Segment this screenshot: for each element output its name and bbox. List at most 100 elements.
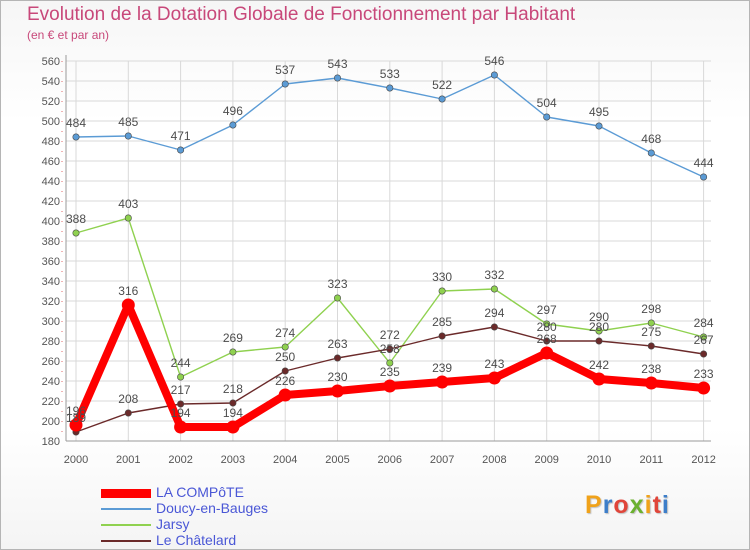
y-tick-label: 360 <box>42 256 60 268</box>
data-point <box>124 132 132 140</box>
data-point <box>438 287 446 295</box>
data-label: 268 <box>537 332 557 346</box>
data-label: 250 <box>275 350 295 364</box>
data-point <box>333 294 341 302</box>
data-point <box>333 354 341 362</box>
data-label: 537 <box>275 63 295 77</box>
data-label: 495 <box>589 105 609 119</box>
data-label: 504 <box>537 96 557 110</box>
axes: 180 200 220 240 260 280 300 320 340 360 380 400 420 4… <box>42 55 716 466</box>
data-point <box>386 345 394 353</box>
data-point <box>595 122 603 130</box>
data-point <box>490 323 498 331</box>
legend-label: Jarsy <box>156 516 190 532</box>
data-label: 242 <box>589 358 609 372</box>
data-label: 316 <box>118 284 138 298</box>
data-label: 235 <box>380 365 400 379</box>
y-tick-label: 520 <box>42 96 60 108</box>
data-label: 330 <box>432 270 452 284</box>
data-label: 239 <box>432 361 452 375</box>
y-tick-label: 280 <box>42 336 60 348</box>
logo-letter: x <box>629 491 645 519</box>
x-tick-label: 2007 <box>430 454 454 466</box>
x-tick-label: 2010 <box>587 454 611 466</box>
data-label: 244 <box>171 356 191 370</box>
data-label: 263 <box>327 337 347 351</box>
x-tick-label: 2008 <box>482 454 506 466</box>
data-label: 275 <box>641 325 661 339</box>
data-point <box>174 420 188 434</box>
y-tick-label: 220 <box>42 396 60 408</box>
legend-label: LA COMPôTE <box>156 484 244 500</box>
data-label: 230 <box>327 370 347 384</box>
data-point <box>543 113 551 121</box>
data-label: 468 <box>641 132 661 146</box>
x-tick-label: 2003 <box>221 454 245 466</box>
data-point <box>72 229 80 237</box>
data-point <box>177 146 185 154</box>
x-tick-label: 2011 <box>639 454 663 466</box>
y-tick-label: 320 <box>42 296 60 308</box>
data-point <box>647 342 655 350</box>
data-point <box>697 381 711 395</box>
data-point <box>644 376 658 390</box>
data-label: 280 <box>537 320 557 334</box>
data-label: 274 <box>275 326 295 340</box>
gridlines <box>66 60 711 442</box>
y-tick-label: 440 <box>42 176 60 188</box>
logo-letter: t <box>652 491 662 519</box>
data-label: 546 <box>484 54 504 68</box>
data-point <box>435 375 449 389</box>
data-point <box>124 214 132 222</box>
data-label: 272 <box>380 328 400 342</box>
x-tick-label: 2009 <box>534 454 558 466</box>
legend-swatch <box>101 524 151 526</box>
series-layer <box>69 71 711 436</box>
chart-subtitle: (en € et par an) <box>27 28 110 42</box>
data-point <box>595 327 603 335</box>
data-point <box>383 379 397 393</box>
data-point <box>490 285 498 293</box>
data-label: 403 <box>118 197 138 211</box>
data-label: 267 <box>694 333 714 347</box>
data-point <box>543 337 551 345</box>
data-label: 471 <box>171 129 191 143</box>
data-label: 194 <box>171 406 191 420</box>
data-point <box>226 420 240 434</box>
data-label: 280 <box>589 320 609 334</box>
data-label: 323 <box>327 277 347 291</box>
chart-title: Evolution de la Dotation Globale de Fonc… <box>27 4 576 25</box>
data-label: 485 <box>118 115 138 129</box>
legend-label: Le Châtelard <box>156 532 237 548</box>
data-point <box>177 400 185 408</box>
x-tick-label: 2000 <box>64 454 88 466</box>
data-label: 297 <box>537 303 557 317</box>
proxiti-logo: Proxiti <box>585 491 670 520</box>
data-label: 208 <box>118 392 138 406</box>
y-tick-label: 560 <box>42 56 60 68</box>
logo-letter: o <box>613 491 630 519</box>
logo-letter: i <box>644 491 653 519</box>
data-point <box>647 319 655 327</box>
data-point <box>540 346 554 360</box>
legend-label: Doucy-en-Bauges <box>156 500 269 516</box>
data-label: 294 <box>484 306 504 320</box>
data-point <box>121 298 135 312</box>
y-tick-label: 480 <box>42 136 60 148</box>
y-tick-label: 180 <box>42 436 60 448</box>
data-label: 522 <box>432 78 452 92</box>
data-point <box>281 80 289 88</box>
data-point <box>281 343 289 351</box>
data-point <box>490 71 498 79</box>
logo-letter: P <box>585 491 603 519</box>
data-label: 238 <box>641 362 661 376</box>
data-label: 243 <box>484 357 504 371</box>
data-point <box>592 372 606 386</box>
data-label: 332 <box>484 268 504 282</box>
data-point <box>124 409 132 417</box>
y-tick-label: 400 <box>42 216 60 228</box>
logo-letter: i <box>661 491 670 519</box>
data-point <box>229 399 237 407</box>
